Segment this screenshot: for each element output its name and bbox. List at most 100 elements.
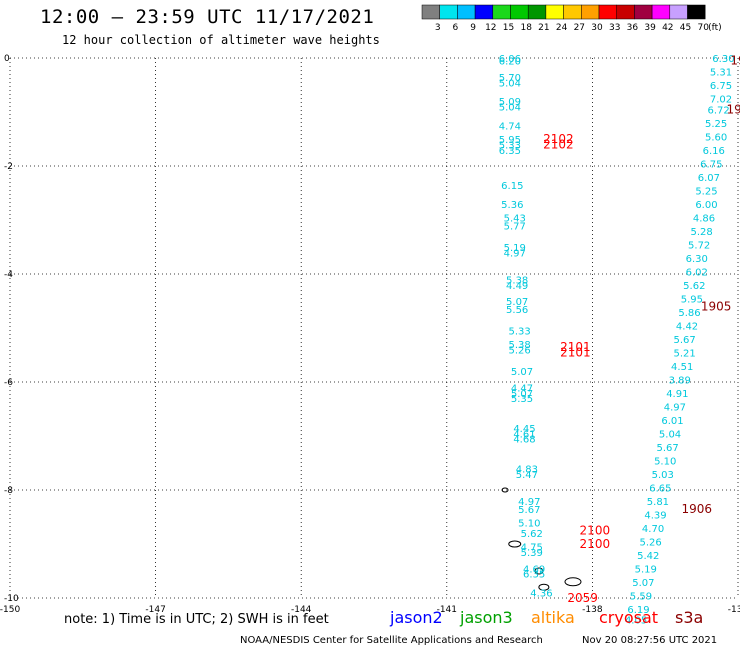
- pass-time-label: 2100: [580, 524, 611, 538]
- swh-value-label: 6.65: [649, 483, 671, 494]
- swh-value-label: 5.67: [656, 443, 678, 454]
- swh-value-label: 5.19: [504, 243, 526, 254]
- swh-value-label: 5.67: [673, 335, 695, 346]
- credit-text: NOAA/NESDIS Center for Satellite Applica…: [240, 635, 543, 646]
- swh-value-label: 5.47: [516, 470, 538, 481]
- swh-value-label: 5.33: [508, 327, 530, 338]
- legend-label: 39: [644, 23, 656, 33]
- legend-label: 27: [574, 23, 585, 33]
- legend-swatch-2: [457, 4, 476, 20]
- legend-swatch-12: [634, 4, 653, 20]
- swh-value-label: 5.72: [688, 240, 710, 251]
- pass-time-label: 19: [730, 54, 740, 68]
- legend-cryosat: cryosat: [599, 608, 659, 627]
- legend-label: 18: [520, 23, 532, 33]
- swh-value-label: 5.36: [501, 200, 523, 211]
- swh-value-label: 5.07: [506, 297, 528, 308]
- swh-value-label: 4.97: [518, 497, 540, 508]
- pass-time-label: 1905: [701, 299, 732, 313]
- lon-tick-label: -135: [728, 605, 740, 615]
- swh-value-label: 6.30: [712, 54, 734, 65]
- swh-value-label: 7.02: [710, 95, 732, 106]
- swh-value-label: 5.67: [518, 505, 540, 516]
- swh-value-label: 4.97: [664, 402, 686, 413]
- legend-swatch-6: [527, 4, 547, 20]
- legend-label: 33: [609, 23, 620, 33]
- swh-value-label: 4.51: [671, 362, 693, 373]
- pass-time-label: 2102: [543, 137, 574, 151]
- lon-tick-label: -138: [582, 605, 603, 615]
- swh-value-label: 5.07: [511, 367, 533, 378]
- swh-value-label: 6.72: [707, 105, 729, 116]
- swh-value-label: 5.86: [678, 308, 700, 319]
- legend-altika: altika: [531, 608, 575, 627]
- legend-label: 9: [470, 23, 476, 33]
- island-outline: [501, 487, 509, 493]
- legend-label: 21: [538, 23, 549, 33]
- swh-value-label: 5.04: [659, 429, 681, 440]
- swh-value-label: 4.49: [506, 281, 528, 292]
- lat-tick-label: -6: [4, 378, 13, 388]
- swh-value-label: 5.07: [632, 578, 654, 589]
- swh-value-label: 6.30: [686, 254, 708, 265]
- lat-tick-label: -4: [4, 270, 13, 280]
- island-outline: [564, 577, 582, 587]
- legend-swatch-11: [616, 4, 635, 20]
- swh-value-label: 5.39: [521, 548, 543, 559]
- swh-value-label: 4.47: [511, 383, 533, 394]
- swh-value-label: 5.10: [654, 456, 676, 467]
- lat-tick-label: -2: [4, 162, 13, 172]
- legend-s3a: s3a: [675, 608, 704, 627]
- legend-label: 30: [591, 23, 603, 33]
- swh-value-label: 4.86: [693, 213, 715, 224]
- swh-value-label: 5.26: [508, 346, 530, 357]
- swh-value-label: 5.03: [652, 470, 674, 481]
- legend-label: 42: [662, 23, 673, 33]
- footer-note: note: 1) Time is in UTC; 2) SWH is in fe…: [64, 612, 329, 627]
- swh-value-label: 5.95: [499, 135, 521, 146]
- swh-value-label: 6.07: [698, 173, 720, 184]
- swh-value-label: 6.15: [501, 181, 523, 192]
- page-subtitle: 12 hour collection of altimeter wave hei…: [62, 33, 380, 47]
- legend-label: 6: [453, 23, 459, 33]
- swh-value-label: 6.35: [523, 570, 545, 581]
- swh-value-label: 5.25: [695, 186, 717, 197]
- swh-value-label: 6.75: [710, 81, 732, 92]
- swh-value-label: 5.77: [504, 221, 526, 232]
- swh-value-label: 5.26: [640, 537, 662, 548]
- swh-value-label: 5.42: [637, 551, 659, 562]
- swh-value-label: 4.36: [530, 589, 552, 600]
- swh-value-label: 3.89: [669, 375, 691, 386]
- legend-label: 12: [485, 23, 496, 33]
- legend-swatch-1: [439, 4, 458, 20]
- legend-swatch-13: [651, 4, 671, 20]
- lat-tick-label: 0: [4, 54, 10, 64]
- legend-swatch-10: [598, 4, 617, 20]
- swh-value-label: 5.62: [521, 529, 543, 540]
- swh-value-label: 5.04: [499, 78, 521, 89]
- legend-jason3: jason3: [460, 608, 513, 627]
- swh-value-label: 5.19: [635, 564, 657, 575]
- swh-value-label: 6.02: [686, 267, 708, 278]
- legend-jason2: jason2: [390, 608, 443, 627]
- swh-value-label: 4.61: [513, 429, 535, 440]
- swh-value-label: 5.56: [506, 305, 528, 316]
- legend-swatch-3: [474, 4, 494, 20]
- swh-value-label: 4.45: [513, 424, 535, 435]
- pass-time-label: 2101: [560, 345, 591, 359]
- pass-time-label: 2102: [543, 132, 574, 146]
- swh-value-label: 5.81: [647, 497, 669, 508]
- island-outline: [534, 567, 544, 575]
- swh-value-label: 5.60: [705, 132, 727, 143]
- swh-value-label: 5.10: [518, 518, 540, 529]
- lat-tick-label: -10: [4, 594, 19, 604]
- swh-value-label: 6.06: [499, 54, 521, 65]
- swh-value-label: 6.20: [499, 57, 521, 68]
- legend-unit: (ft): [708, 23, 722, 33]
- swh-value-label: 5.28: [690, 227, 712, 238]
- swh-value-label: 5.95: [681, 294, 703, 305]
- page-title: 12:00 – 23:59 UTC 11/17/2021: [40, 6, 375, 28]
- swh-value-label: 4.74: [499, 122, 521, 133]
- legend-swatch-8: [563, 4, 582, 20]
- swh-value-label: 4.42: [676, 321, 698, 332]
